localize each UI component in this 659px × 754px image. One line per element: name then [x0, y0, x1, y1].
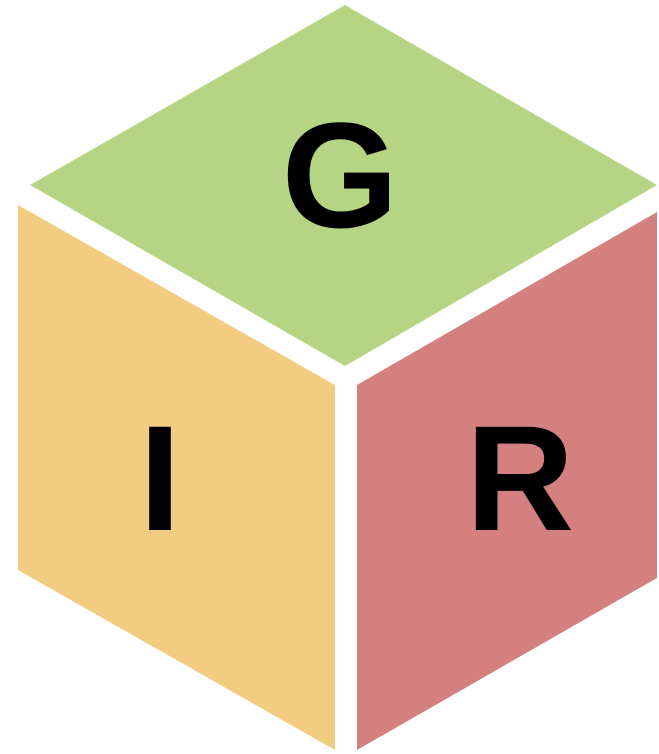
face-label: G — [282, 91, 399, 259]
face-label: R — [466, 394, 574, 562]
page: G I R (() => { const data = JSON.parse(d… — [0, 0, 659, 754]
face-label: I — [139, 394, 181, 562]
cube-diagram: G I R — [0, 0, 659, 754]
